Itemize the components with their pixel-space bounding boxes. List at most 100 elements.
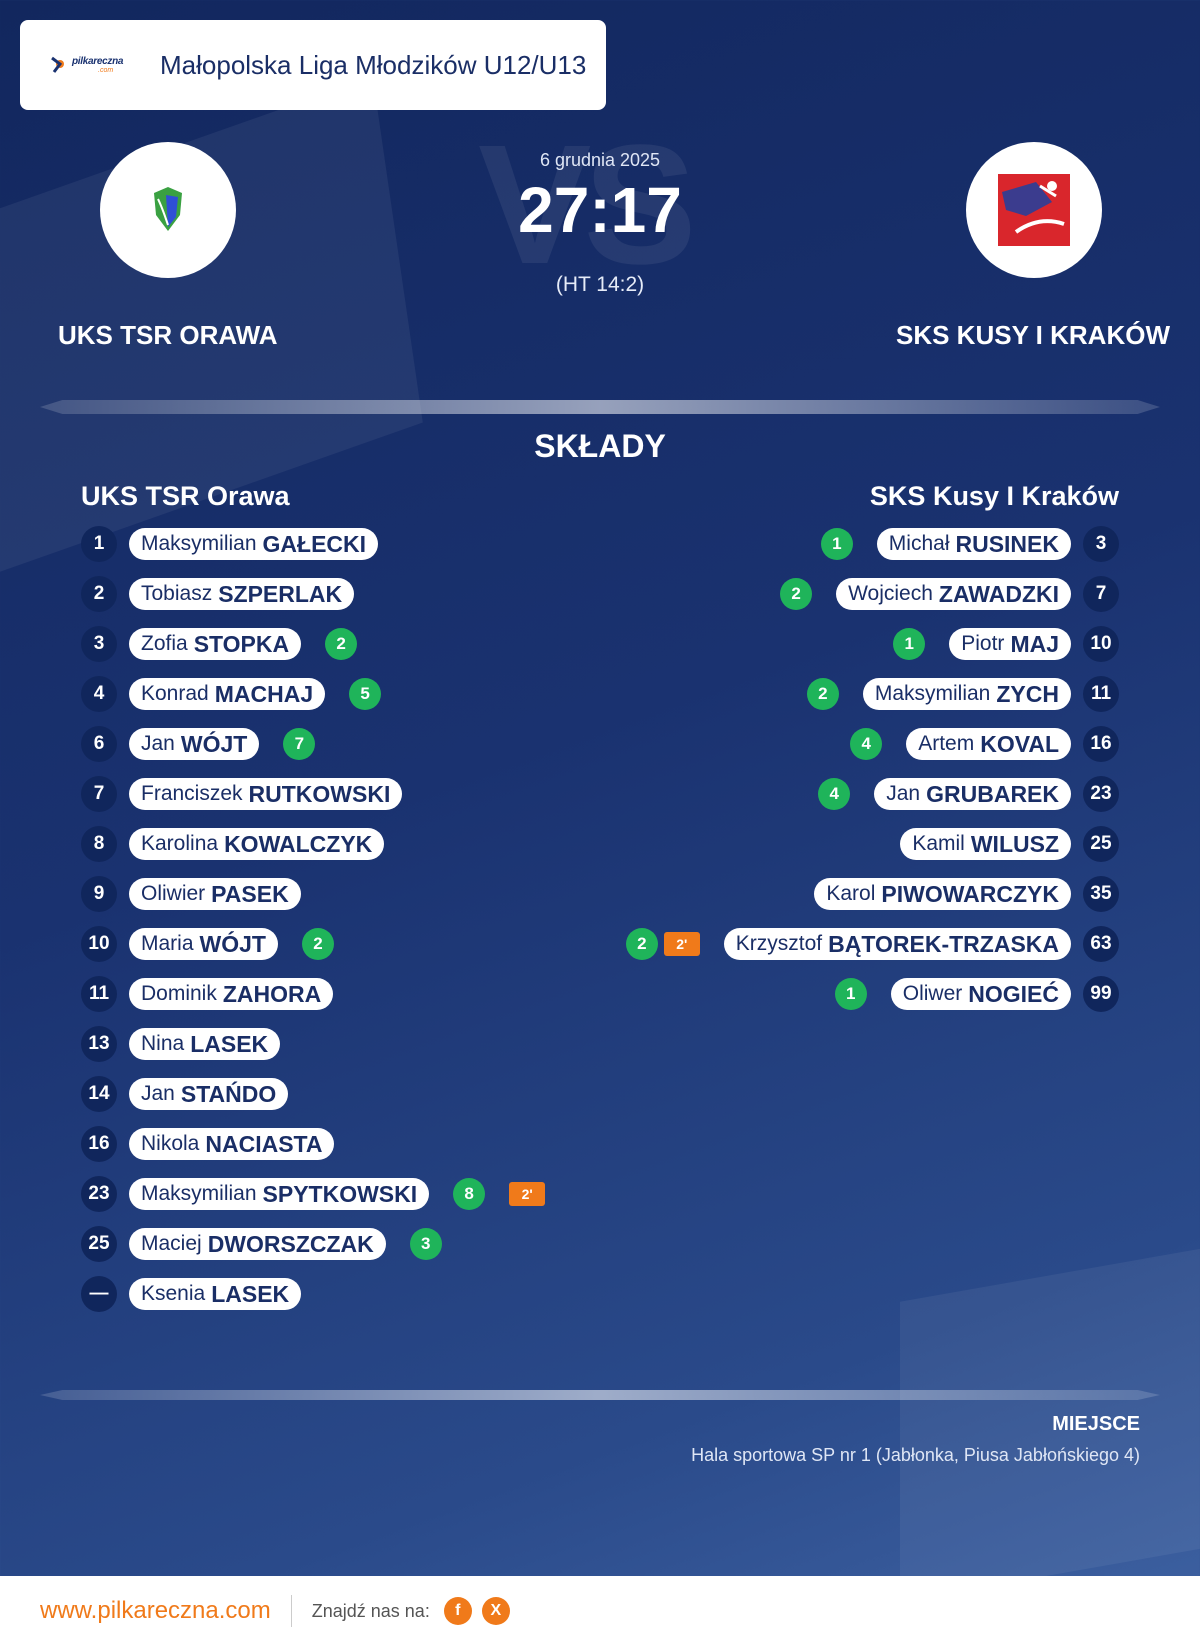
match-date: 6 grudnia 2025 [539, 150, 661, 170]
x-icon[interactable]: X [481, 1597, 510, 1625]
player-name-pill[interactable]: Jan GRUBAREK [874, 778, 1071, 810]
player-name-pill[interactable]: Nikola NACIASTA [129, 1128, 335, 1160]
player-first-name: Zofia [141, 632, 188, 655]
logo-text: pilkareczna [72, 56, 124, 67]
player-row: 4 Jan GRUBAREK 23 [818, 776, 1119, 812]
player-row: 8 Karolina KOWALCZYK [81, 826, 385, 862]
shirt-number: 23 [81, 1176, 117, 1212]
player-name-pill[interactable]: Tobiasz SZPERLAK [129, 578, 355, 610]
footer-divider [290, 1595, 292, 1627]
shirt-number: 3 [81, 626, 117, 662]
shirt-number: 10 [81, 926, 117, 962]
home-crest-icon [154, 187, 182, 231]
player-last-name: WÓJT [199, 930, 266, 957]
shirt-number: 10 [1083, 626, 1119, 662]
player-first-name: Maciej [141, 1232, 202, 1255]
facebook-icon[interactable]: f [443, 1597, 472, 1625]
player-row: 1 Maksymilian GAŁECKI [81, 526, 379, 562]
player-first-name: Maria [141, 932, 194, 955]
player-first-name: Krzysztof [735, 932, 823, 955]
goals-badge: 2 [780, 578, 813, 610]
away-team-name: SKS KUSY I KRAKÓW [896, 320, 1170, 350]
player-last-name: GAŁECKI [262, 530, 367, 557]
player-name-pill[interactable]: Artem KOVAL [906, 728, 1071, 760]
match-score: 27:17 [518, 174, 682, 246]
player-first-name: Tobiasz [141, 582, 213, 605]
home-team-name: UKS TSR ORAWA [58, 320, 278, 350]
player-name-pill[interactable]: Wojciech ZAWADZKI [836, 578, 1071, 610]
goals-badge: 2 [325, 628, 358, 660]
player-last-name: STOPKA [193, 630, 290, 657]
player-first-name: Nikola [141, 1132, 200, 1155]
player-first-name: Kamil [912, 832, 965, 855]
shirt-number: 14 [81, 1076, 117, 1112]
shirt-number: 35 [1083, 876, 1119, 912]
player-last-name: ZAWADZKI [938, 580, 1059, 607]
league-header: pilkareczna .com Małopolska Liga Młodzik… [20, 20, 606, 110]
player-name-pill[interactable]: Krzysztof BĄTOREK-TRZASKA [723, 928, 1071, 960]
player-name-pill[interactable]: Karol PIWOWARCZYK [814, 878, 1071, 910]
site-logo[interactable]: pilkareczna .com [50, 51, 142, 79]
goals-badge: 4 [818, 778, 851, 810]
shirt-number: 9 [81, 876, 117, 912]
goals-badge: 7 [283, 728, 316, 760]
player-row: 16 Nikola NACIASTA [81, 1126, 335, 1162]
divider [40, 400, 1160, 414]
player-name-pill[interactable]: Piotr MAJ [949, 628, 1071, 660]
player-name-pill[interactable]: Michał RUSINEK [876, 528, 1071, 560]
player-name-pill[interactable]: Jan STAŃDO [129, 1078, 289, 1110]
section-title: SKŁADY [534, 428, 666, 464]
goals-badge: 1 [834, 978, 867, 1010]
player-name-pill[interactable]: Franciszek RUTKOWSKI [129, 778, 403, 810]
goals-badge: 5 [349, 678, 382, 710]
player-first-name: Dominik [141, 982, 217, 1005]
player-first-name: Ksenia [141, 1282, 206, 1305]
player-first-name: Nina [141, 1032, 185, 1055]
player-last-name: RUSINEK [955, 530, 1059, 557]
player-name-pill[interactable]: Ksenia LASEK [129, 1278, 302, 1310]
penalty-badge: 2' [663, 932, 700, 956]
player-name-pill[interactable]: Jan WÓJT [129, 728, 260, 760]
player-last-name: LASEK [190, 1030, 269, 1057]
player-name-pill[interactable]: Maksymilian ZYCH [862, 678, 1071, 710]
player-last-name: MAJ [1010, 630, 1059, 657]
player-first-name: Konrad [141, 682, 209, 705]
player-row: 2 2' Krzysztof BĄTOREK-TRZASKA 63 [625, 926, 1119, 962]
player-name-pill[interactable]: Dominik ZAHORA [129, 978, 334, 1010]
player-first-name: Maksymilian [874, 682, 991, 705]
shirt-number: 8 [81, 826, 117, 862]
player-name-pill[interactable]: Nina LASEK [129, 1028, 281, 1060]
player-first-name: Oliwer [902, 982, 963, 1005]
goals-badge: 4 [850, 728, 883, 760]
home-team-logo[interactable] [100, 142, 236, 278]
shirt-number: 6 [81, 726, 117, 762]
player-name-pill[interactable]: Maria WÓJT [129, 928, 278, 960]
player-name-pill[interactable]: Kamil WILUSZ [900, 828, 1071, 860]
player-name-pill[interactable]: Maksymilian SPYTKOWSKI [129, 1178, 430, 1210]
player-row: 4 Artem KOVAL 16 [850, 726, 1119, 762]
player-last-name: PIWOWARCZYK [881, 880, 1059, 907]
player-name-pill[interactable]: Oliwier PASEK [129, 878, 301, 910]
ball-icon [51, 56, 64, 73]
goals-badge: 2 [625, 928, 658, 960]
player-first-name: Jan [886, 782, 921, 805]
player-name-pill[interactable]: Karolina KOWALCZYK [129, 828, 385, 860]
player-name-pill[interactable]: Maksymilian GAŁECKI [129, 528, 379, 560]
shirt-number: 11 [81, 976, 117, 1012]
shirt-number: 2 [81, 576, 117, 612]
player-last-name: WILUSZ [970, 830, 1059, 857]
shirt-number: 1 [81, 526, 117, 562]
player-name-pill[interactable]: Zofia STOPKA [129, 628, 302, 660]
player-row: 11 Dominik ZAHORA [81, 976, 334, 1012]
player-name-pill[interactable]: Konrad MACHAJ [129, 678, 326, 710]
player-row: 1 Michał RUSINEK 3 [820, 526, 1119, 562]
site-link[interactable]: www.pilkareczna.com [40, 1597, 271, 1624]
player-name-pill[interactable]: Oliwer NOGIEĆ [890, 978, 1071, 1010]
player-last-name: STAŃDO [180, 1080, 277, 1107]
player-last-name: KOVAL [980, 730, 1059, 757]
away-team-logo[interactable] [966, 142, 1102, 278]
player-row: 4 Konrad MACHAJ 5 [81, 676, 382, 712]
player-last-name: WÓJT [180, 730, 248, 757]
player-name-pill[interactable]: Maciej DWORSZCZAK [129, 1228, 386, 1260]
shirt-number: 23 [1083, 776, 1119, 812]
